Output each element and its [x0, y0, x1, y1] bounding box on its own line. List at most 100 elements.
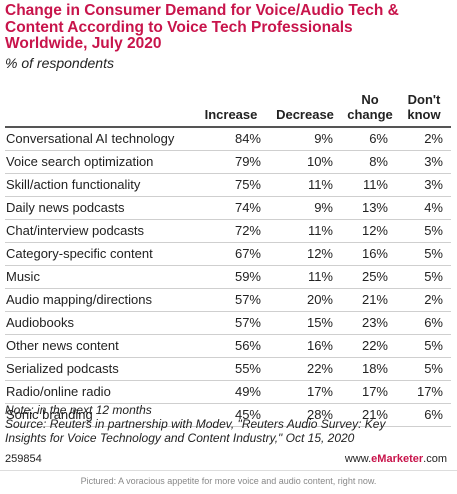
table-row: Serialized podcasts 55% 22% 18% 5%	[5, 358, 451, 381]
cell-no-change: 12%	[361, 223, 388, 238]
table-row: Other news content 56% 16% 22% 5%	[5, 335, 451, 358]
brand-name: eMarketer	[371, 453, 424, 465]
cell-dont-know: 17%	[416, 384, 443, 399]
cell-decrease: 11%	[307, 223, 333, 238]
table-row: Radio/online radio 49% 17% 17% 17%	[5, 381, 451, 404]
col-header-no-change: No change	[347, 92, 393, 122]
cell-no-change: 25%	[361, 269, 388, 284]
cell-decrease: 9%	[314, 131, 333, 146]
row-label: Chat/interview podcasts	[6, 223, 145, 238]
col-header-increase: Increase	[201, 107, 261, 122]
col-header-line: change	[347, 107, 393, 122]
row-label: Audio mapping/directions	[6, 292, 152, 307]
cell-decrease: 22%	[306, 361, 333, 376]
title-line: Content According to Voice Tech Professi…	[5, 18, 353, 36]
cell-no-change: 18%	[361, 361, 388, 376]
caption-divider	[0, 470, 457, 471]
cell-decrease: 20%	[306, 292, 333, 307]
chart-id: 259854	[5, 453, 42, 465]
source-line: Source: Reuters in partnership with Mode…	[5, 417, 386, 431]
chart-notes: Note: in the next 12 months Source: Reut…	[5, 403, 451, 445]
row-label: Daily news podcasts	[6, 200, 125, 215]
cell-increase: 55%	[234, 361, 261, 376]
row-label: Category-specific content	[6, 246, 153, 261]
row-label: Music	[6, 269, 40, 284]
table-body: Conversational AI technology 84% 9% 6% 2% Voi…	[5, 128, 451, 427]
col-header-line: know	[407, 107, 441, 122]
chart-frame: Change in Consumer Demand for Voice/Audi…	[5, 2, 451, 465]
cell-no-change: 13%	[361, 200, 388, 215]
cell-decrease: 10%	[306, 154, 333, 169]
cell-no-change: 17%	[361, 384, 388, 399]
row-label: Sonic branding	[6, 407, 93, 422]
cell-increase: 84%	[234, 131, 261, 146]
table-row: Sonic branding 45% 28% 21% 6%	[5, 404, 451, 427]
cell-no-change: 21%	[361, 407, 388, 422]
cell-increase: 75%	[234, 177, 261, 192]
brand-suffix: .com	[423, 453, 447, 465]
col-header-line: No	[361, 92, 379, 107]
row-label: Serialized podcasts	[6, 361, 119, 376]
chart-subtitle: % of respondents	[5, 54, 114, 71]
table-row: Chat/interview podcasts 72% 11% 12% 5%	[5, 220, 451, 243]
chart-title: Change in Consumer Demand for Voice/Audi…	[5, 2, 451, 53]
cell-dont-know: 5%	[424, 269, 443, 284]
cell-increase: 72%	[234, 223, 261, 238]
cell-increase: 59%	[234, 269, 261, 284]
cell-decrease: 11%	[307, 177, 333, 192]
cell-increase: 57%	[234, 292, 261, 307]
cell-decrease: 12%	[306, 246, 333, 261]
table-row: Audio mapping/directions 57% 20% 21% 2%	[5, 289, 451, 312]
row-label: Other news content	[6, 338, 119, 353]
row-label: Radio/online radio	[6, 384, 111, 399]
cell-decrease: 11%	[307, 269, 333, 284]
table-row: Conversational AI technology 84% 9% 6% 2%	[5, 128, 451, 151]
cell-decrease: 9%	[314, 200, 333, 215]
cell-decrease: 28%	[306, 407, 333, 422]
title-line: Worldwide, July 2020	[5, 35, 162, 52]
cell-no-change: 16%	[361, 246, 388, 261]
cell-increase: 79%	[234, 154, 261, 169]
table-row: Category-specific content 67% 12% 16% 5%	[5, 243, 451, 266]
col-header-decrease: Decrease	[271, 107, 339, 122]
cell-no-change: 11%	[362, 177, 388, 192]
cell-no-change: 21%	[361, 292, 388, 307]
row-label: Skill/action functionality	[6, 177, 141, 192]
cell-decrease: 17%	[306, 384, 333, 399]
source-line: Insights for Voice Technology and Conten…	[5, 431, 355, 445]
table-row: Audiobooks 57% 15% 23% 6%	[5, 312, 451, 335]
table-row: Skill/action functionality 75% 11% 11% 3%	[5, 174, 451, 197]
cell-increase: 57%	[234, 315, 261, 330]
col-header-line: Increase	[204, 107, 258, 122]
cell-dont-know: 5%	[424, 361, 443, 376]
data-table: Increase Decrease No change Don't know Con…	[5, 86, 451, 427]
cell-dont-know: 3%	[424, 177, 443, 192]
cell-increase: 56%	[234, 338, 261, 353]
title-line: Change in Consumer Demand for Voice/Audi…	[5, 2, 399, 19]
cell-dont-know: 4%	[424, 200, 443, 215]
cell-decrease: 15%	[306, 315, 333, 330]
table-row: Voice search optimization 79% 10% 8% 3%	[5, 151, 451, 174]
table-row: Daily news podcasts 74% 9% 13% 4%	[5, 197, 451, 220]
cell-increase: 74%	[234, 200, 261, 215]
col-header-line: Don't	[407, 92, 441, 107]
brand-url: www.eMarketer.com	[345, 453, 447, 465]
table-header: Increase Decrease No change Don't know	[5, 86, 451, 128]
cell-dont-know: 6%	[424, 407, 443, 422]
cell-increase: 67%	[234, 246, 261, 261]
brand-prefix: www.	[344, 453, 372, 465]
cell-dont-know: 2%	[424, 292, 443, 307]
image-caption: Pictured: A voracious appetite for more …	[80, 476, 377, 486]
cell-dont-know: 5%	[424, 338, 443, 353]
cell-no-change: 6%	[369, 131, 388, 146]
cell-dont-know: 3%	[424, 154, 443, 169]
row-label: Voice search optimization	[6, 154, 154, 169]
note-text: Note: in the next 12 months	[5, 403, 152, 417]
cell-decrease: 16%	[306, 338, 333, 353]
cell-dont-know: 5%	[424, 223, 443, 238]
cell-no-change: 23%	[361, 315, 388, 330]
cell-increase: 49%	[234, 384, 261, 399]
cell-dont-know: 5%	[424, 246, 443, 261]
row-label: Conversational AI technology	[6, 131, 175, 146]
cell-no-change: 8%	[369, 154, 388, 169]
